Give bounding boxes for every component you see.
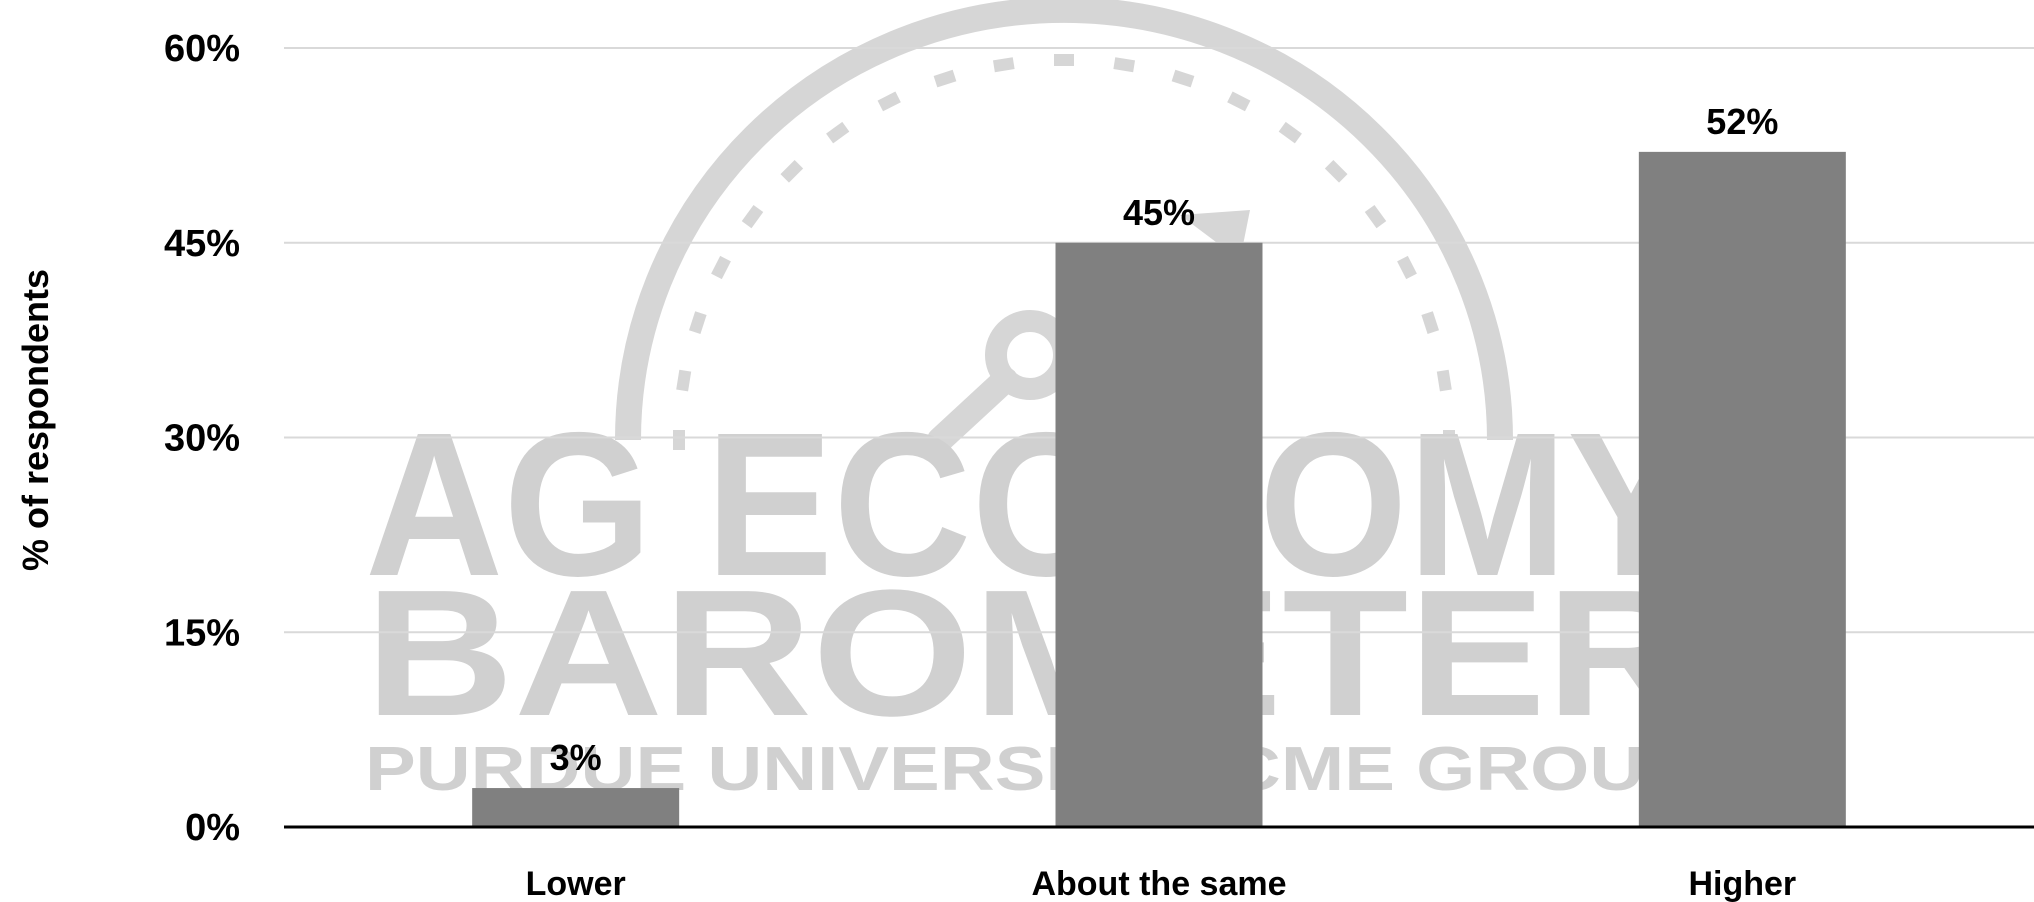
bars <box>472 151 1846 827</box>
x-tick-label: Lower <box>526 865 626 902</box>
gauge-tick <box>689 311 707 334</box>
gauge-tick <box>1227 91 1251 112</box>
gauge-tick <box>877 91 901 112</box>
bar-about-the-same <box>1055 242 1263 827</box>
y-tick-labels: 0% 15% 30% 45% 60% <box>164 28 240 849</box>
gauge-tick <box>992 57 1015 73</box>
barometer-gauge-icon <box>615 0 1513 453</box>
gauge-tick <box>780 159 804 183</box>
data-label: 52% <box>1706 101 1778 142</box>
gauge-tick <box>826 121 850 144</box>
gauge-tick <box>933 69 957 88</box>
gauge-tick <box>711 255 731 280</box>
y-axis-title: % of respondents <box>15 269 56 571</box>
gauge-tick <box>1397 255 1417 280</box>
category-labels: Lower About the same Higher <box>526 865 1797 902</box>
y-tick-label: 60% <box>164 28 240 70</box>
gauge-tick <box>673 430 685 450</box>
gauge-tick <box>741 204 764 229</box>
y-tick-label: 15% <box>164 612 240 654</box>
gauge-tick <box>1443 430 1455 450</box>
gauge-tick <box>676 369 692 392</box>
y-tick-label: 45% <box>164 223 240 265</box>
y-tick-label: 0% <box>185 807 240 849</box>
data-label: 45% <box>1123 192 1195 233</box>
gauge-tick <box>1113 57 1136 73</box>
gauge-tick <box>1364 204 1387 229</box>
gauge-tick <box>1054 54 1074 66</box>
gauge-tick <box>1421 311 1439 334</box>
watermark-line-1: AG ECONOMY <box>365 390 1695 619</box>
watermark-logo: AG ECONOMY BAROMETER PURDUE UNIVERSITY |… <box>365 0 1695 805</box>
gauge-tick <box>1436 369 1452 392</box>
watermark-line-2: BAROMETER <box>365 553 1695 754</box>
gauge-tick <box>1324 159 1348 183</box>
bar-lower <box>472 788 680 827</box>
gauge-tick <box>1171 69 1195 88</box>
bar-higher <box>1638 151 1846 827</box>
data-label: 3% <box>550 737 602 778</box>
data-labels: 3% 45% 52% <box>550 101 1779 778</box>
x-tick-label: About the same <box>1031 865 1286 902</box>
y-tick-label: 30% <box>164 418 240 460</box>
gauge-tick <box>1278 121 1302 144</box>
x-tick-label: Higher <box>1688 865 1796 902</box>
